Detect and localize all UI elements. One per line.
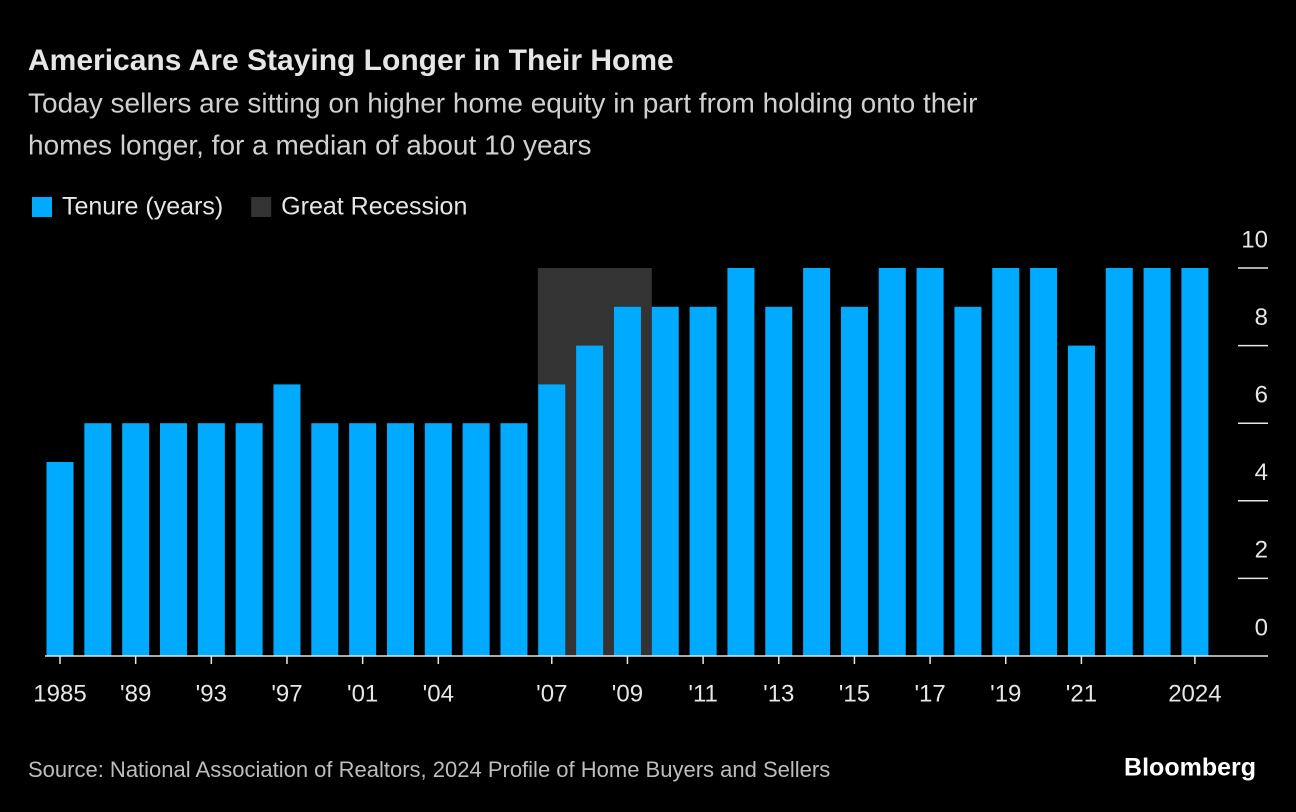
bar bbox=[462, 423, 490, 656]
bar bbox=[159, 423, 187, 656]
bar bbox=[840, 306, 868, 656]
bar bbox=[235, 423, 263, 656]
bar bbox=[538, 384, 566, 656]
x-tick-label: '01 bbox=[347, 680, 378, 707]
brand: Bloomberg bbox=[1124, 754, 1256, 782]
legend-swatch bbox=[32, 197, 52, 217]
x-tick-label: '15 bbox=[839, 680, 870, 707]
x-tick-label: '93 bbox=[196, 680, 227, 707]
bar bbox=[1143, 268, 1171, 656]
y-tick-label: 0 bbox=[1255, 614, 1268, 641]
bar bbox=[878, 268, 906, 656]
legend-label: Tenure (years) bbox=[62, 193, 223, 221]
x-tick-label: '17 bbox=[914, 680, 945, 707]
bar bbox=[273, 384, 301, 656]
x-tick-label: 1985 bbox=[33, 680, 86, 707]
bar bbox=[349, 423, 377, 656]
bar bbox=[500, 423, 528, 656]
x-tick-label: '19 bbox=[990, 680, 1021, 707]
x-tick-label: '11 bbox=[688, 680, 718, 707]
y-tick-label: 8 bbox=[1255, 304, 1268, 331]
legend-label: Great Recession bbox=[281, 193, 467, 221]
x-tick-label: '21 bbox=[1066, 680, 1097, 707]
x-tick-label: '04 bbox=[423, 680, 454, 707]
x-tick-label: 2024 bbox=[1168, 680, 1221, 707]
y-tick-label: 6 bbox=[1255, 382, 1268, 409]
x-tick-label: '09 bbox=[612, 680, 643, 707]
bar bbox=[311, 423, 339, 656]
bar bbox=[689, 306, 717, 656]
chart-subtitle: Today sellers are sitting on higher home… bbox=[28, 87, 977, 118]
bar bbox=[46, 462, 74, 656]
chart-subtitle: homes longer, for a median of about 10 y… bbox=[28, 129, 591, 160]
x-tick-label: '07 bbox=[536, 680, 567, 707]
bar bbox=[803, 268, 831, 656]
chart-title: Americans Are Staying Longer in Their Ho… bbox=[28, 44, 674, 77]
x-tick-label: '97 bbox=[271, 680, 302, 707]
bar bbox=[1105, 268, 1133, 656]
legend-swatch bbox=[251, 197, 272, 217]
bar bbox=[765, 306, 793, 656]
bar bbox=[197, 423, 225, 656]
y-tick-label: 4 bbox=[1255, 459, 1268, 486]
x-tick-label: '89 bbox=[120, 680, 151, 707]
bar bbox=[916, 268, 944, 656]
bar bbox=[1030, 268, 1058, 656]
source-note: Source: National Association of Realtors… bbox=[28, 757, 830, 782]
bar bbox=[727, 268, 755, 656]
bar bbox=[576, 345, 604, 656]
bar bbox=[992, 268, 1020, 656]
y-tick-label: 2 bbox=[1255, 537, 1268, 564]
bar bbox=[954, 306, 982, 656]
y-tick-label: 10 bbox=[1241, 226, 1268, 253]
bar bbox=[651, 306, 679, 656]
bar bbox=[424, 423, 452, 656]
x-tick-label: '13 bbox=[763, 680, 794, 707]
bar bbox=[1067, 345, 1095, 656]
legend: Tenure (years) Great Recession bbox=[32, 193, 467, 221]
bar bbox=[122, 423, 150, 656]
bar bbox=[1181, 268, 1209, 656]
bar bbox=[386, 423, 414, 656]
bar bbox=[84, 423, 112, 656]
bar bbox=[613, 306, 641, 656]
